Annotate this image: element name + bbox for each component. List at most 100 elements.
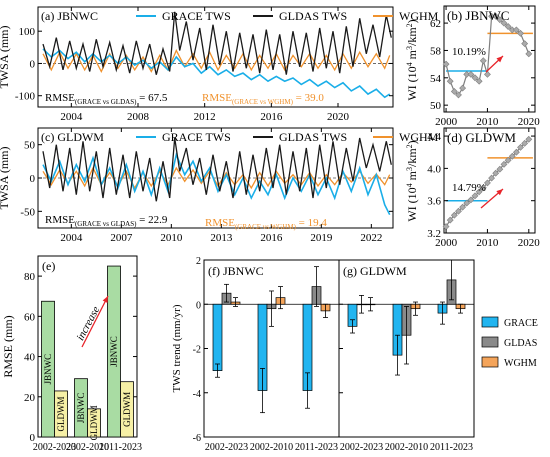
panel-e-bar-label: GLDWM: [89, 405, 99, 440]
panel-a-rmse-gldas: RMSE(GRACE vs GLDAS) = 67.5: [45, 92, 168, 106]
panel-c-legend-label: WGHM: [399, 130, 439, 144]
panel-d-ytick-label: 4.0: [427, 163, 441, 175]
panel-d-label: (d) GLDWM: [447, 130, 516, 145]
panel-b-wi-point: [512, 26, 520, 34]
panel-f-ytick-label: 2: [196, 256, 201, 267]
panel-f-ytick-label: 0: [196, 300, 201, 311]
panel-d-xtick-label: 2020: [518, 237, 541, 249]
legend-fg-swatch-wghm: [481, 356, 499, 368]
panel-b-wi-point: [484, 70, 491, 78]
panel-e-xtick-label: 2002-2023: [33, 442, 76, 453]
panel-d-xtick-label: 2000: [435, 237, 458, 249]
panel-d-arrow-head: [496, 189, 503, 196]
panel-b-wi-point: [479, 57, 487, 65]
panel-f-label: (f) JBNWC: [208, 264, 264, 278]
panel-e-bar-jbnwc: [107, 265, 121, 438]
panel-d-wi-point: [467, 196, 475, 204]
panel-b-wi-point: [521, 40, 529, 48]
legend-fg-label: WGHM: [504, 358, 537, 369]
panel-d-ytick-label: 3.6: [427, 196, 441, 208]
panel-c-xtick-label: 2019: [310, 232, 333, 244]
panel-d-wi-point: [496, 165, 504, 173]
panel-c-rmse-wghm: RMSE(GRACE vs WGHM) = 19.4: [205, 217, 327, 231]
panel-a-series-grace-tws: [42, 48, 391, 99]
panel-f-bar-grace: [212, 303, 223, 371]
panel-d-wi-point: [471, 192, 479, 200]
panel-e-ytick-label: 40: [24, 352, 36, 364]
panel-d-wi-point: [521, 139, 529, 147]
panel-d-wi-point: [504, 156, 512, 164]
panel-c-ytick-label: 0: [30, 173, 36, 185]
panel-a-series-wghm: [42, 48, 391, 73]
panel-b-wi-point: [450, 88, 458, 95]
panel-b-xtick-label: 2000: [435, 116, 458, 128]
panel-d-wi-point: [517, 143, 524, 151]
panel-b-ylabel: WI (104 m3/km2): [405, 19, 419, 100]
panel-d-ylabel: WI (104 m3/km2): [405, 140, 419, 221]
panel-b-wi-point: [459, 84, 467, 92]
panel-c-xtick-label: 2022: [360, 232, 382, 244]
panel-b-xtick-label: 2010: [476, 116, 499, 128]
panel-a-xtick-label: 2008: [127, 111, 150, 123]
panel-a-ytick-label: 0: [30, 58, 36, 70]
panel-b-wi-point: [500, 19, 508, 27]
panel-d-wi-point: [450, 211, 458, 219]
panel-b-wi-point: [442, 60, 450, 68]
panel-a-frame: [37, 6, 394, 108]
panel-d-wi-point: [463, 199, 471, 207]
panel-b-wi-point: [455, 91, 462, 99]
panel-a-rmse-wghm: RMSE(GRACE vs WGHM) = 39.0: [202, 92, 324, 106]
panel-e-bar-gldwm: [87, 408, 101, 438]
panel-b-ytick-label: 62: [430, 18, 441, 30]
panel-b-frame: [443, 5, 536, 113]
panel-d-wi-point: [459, 203, 467, 211]
panel-e-bar-label: JBNWC: [43, 354, 53, 385]
panel-d-annotation: 14.79%: [452, 182, 486, 194]
panel-e-ytick-label: 80: [24, 271, 36, 283]
panel-c-rmse-gldas: RMSE(GRACE vs GLDAS) = 22.9: [45, 214, 168, 228]
panel-d-ytick-label: 4.4: [427, 131, 441, 143]
panel-b-wi-point: [517, 29, 524, 37]
panel-e-xtick-label: 2011-2023: [99, 442, 142, 453]
panel-a-xtick-label: 2016: [260, 111, 283, 123]
panel-g-xtick-label: 2002-2023: [340, 442, 383, 453]
panel-d-wi-point: [492, 169, 500, 177]
panel-a-ytick-label: 100: [19, 26, 36, 38]
panel-d-wi-point: [475, 188, 483, 196]
panel-e-arrow-head: [102, 296, 108, 303]
panel-c-ylabel: TWSA (mm): [0, 147, 11, 210]
panel-e-bar-gldwm: [54, 390, 68, 438]
panel-f-ytick-label: -4: [193, 389, 201, 400]
panel-a-xtick-label: 2004: [60, 111, 83, 123]
panel-b-ytick-label: 58: [430, 45, 442, 57]
panel-e-xtick-label: 2002-2010: [66, 442, 109, 453]
panel-d-wi-point: [500, 160, 508, 168]
panel-c-label: (c) GLDWM: [41, 130, 104, 144]
panel-a-legend-label: GRACE TWS: [162, 9, 231, 23]
panel-d-wi-point: [525, 135, 533, 143]
panel-e-arrow: [81, 295, 109, 348]
panel-c-legend-label: GLDAS TWS: [279, 130, 347, 144]
panel-d-wi-point: [508, 152, 516, 160]
panel-b-wi-point: [475, 77, 483, 85]
panel-c-xtick-label: 2016: [260, 232, 283, 244]
panel-e-bar-label: JBNWC: [76, 393, 86, 424]
panel-b-wi-point: [496, 16, 504, 24]
panel-a-legend-label: GLDAS TWS: [279, 9, 347, 23]
panel-d-xtick-label: 2010: [476, 237, 499, 249]
panel-a-ytick-label: -100: [15, 91, 36, 103]
panel-b-wi-point: [446, 77, 454, 85]
panel-e-ytick-label: 60: [24, 311, 36, 323]
panel-d-wi-point: [455, 207, 462, 215]
panel-b-label: (b) JBNWC: [447, 8, 509, 23]
panel-e-bar-label: GLDWM: [56, 396, 66, 431]
legend-fg-swatch-grace: [481, 316, 499, 328]
panel-d-wi-point: [479, 184, 487, 192]
legend-fg-label: GRACE: [504, 318, 538, 329]
panel-e-bar-label: JBNWC: [109, 336, 119, 367]
panel-c-ytick-label: 50: [24, 140, 36, 152]
panel-b-arrow-head: [496, 56, 503, 63]
panel-c-xtick-label: 2004: [60, 232, 83, 244]
panel-b-xtick-label: 2020: [518, 116, 541, 128]
panel-f-xtick-label: 2002-2023: [205, 442, 248, 453]
